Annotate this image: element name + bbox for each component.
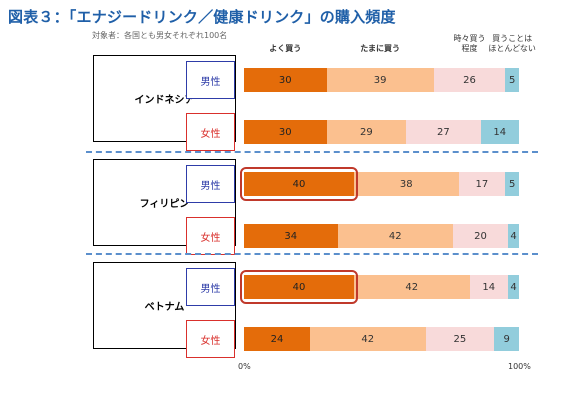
bar-segment-0-0-2: 26 (433, 68, 506, 92)
gender-label-1-1: 女性 (186, 217, 235, 255)
bar-segment-1-0-2: 17 (458, 172, 506, 196)
series-header-3: 買うことは ほとんどない (488, 34, 536, 53)
bar-segment-2-0-0: 40 (244, 275, 354, 299)
bar-row-1-0: 40 38 17 5 (244, 172, 519, 196)
highlight-frame-1-0 (240, 167, 358, 201)
bar-segment-1-0-0: 40 (244, 172, 354, 196)
bar-row-0-1: 30 29 27 14 (244, 120, 519, 144)
bar-segment-2-1-0: 24 (244, 327, 310, 351)
gender-label-0-1: 女性 (186, 113, 235, 151)
bar-segment-1-1-0: 34 (244, 224, 338, 248)
x-axis-label-100: 100% (508, 362, 531, 371)
bar-segment-2-0-3: 4 (508, 275, 519, 299)
bar-segment-2-1-1: 42 (310, 327, 426, 351)
series-header-0: よく買う (269, 44, 302, 53)
gender-label-2-0: 男性 (186, 268, 235, 306)
bar-segment-0-0-1: 39 (326, 68, 434, 92)
bar-segment-2-0-2: 14 (469, 275, 508, 299)
bar-segment-0-1-3: 14 (480, 120, 519, 144)
series-header-1: たまに買う (360, 44, 401, 53)
chart-subtitle: 対象者：各国とも男女それぞれ100名 (92, 31, 228, 40)
bar-segment-0-0-3: 5 (505, 68, 519, 92)
chart-title: 図表３：「エナジードリンク／健康ドリンク」の購入頻度 (8, 8, 396, 26)
bar-row-2-0: 40 42 14 4 (244, 275, 519, 299)
bar-row-2-1: 24 42 25 9 (244, 327, 519, 351)
bar-segment-1-1-3: 4 (508, 224, 519, 248)
bar-segment-0-1-2: 27 (406, 120, 481, 144)
bar-segment-2-1-3: 9 (494, 327, 519, 351)
gender-label-0-0: 男性 (186, 61, 235, 99)
series-header-2: 時々買う 程度 (453, 34, 486, 53)
bar-segment-0-0-0: 30 (244, 68, 327, 92)
bar-segment-2-0-1: 42 (354, 275, 470, 299)
bar-segment-0-1-1: 29 (326, 120, 407, 144)
bar-row-1-1: 34 42 20 4 (244, 224, 519, 248)
bar-row-0-0: 30 39 26 5 (244, 68, 519, 92)
gender-label-1-0: 男性 (186, 165, 235, 203)
x-axis-label-0: 0% (238, 362, 251, 371)
group-divider-1 (86, 253, 538, 255)
gender-label-2-1: 女性 (186, 320, 235, 358)
bar-segment-1-0-1: 38 (354, 172, 459, 196)
bar-segment-1-1-1: 42 (337, 224, 453, 248)
highlight-frame-2-0 (240, 270, 358, 304)
bar-segment-2-1-2: 25 (425, 327, 495, 351)
bar-segment-1-1-2: 20 (453, 224, 508, 248)
country-label-2: ベトナム (93, 262, 236, 349)
group-divider-0 (86, 151, 538, 153)
bar-segment-1-0-3: 5 (505, 172, 519, 196)
country-label-0: インドネシア (93, 55, 236, 142)
bar-segment-0-1-0: 30 (244, 120, 327, 144)
country-label-1: フィリピン (93, 159, 236, 246)
